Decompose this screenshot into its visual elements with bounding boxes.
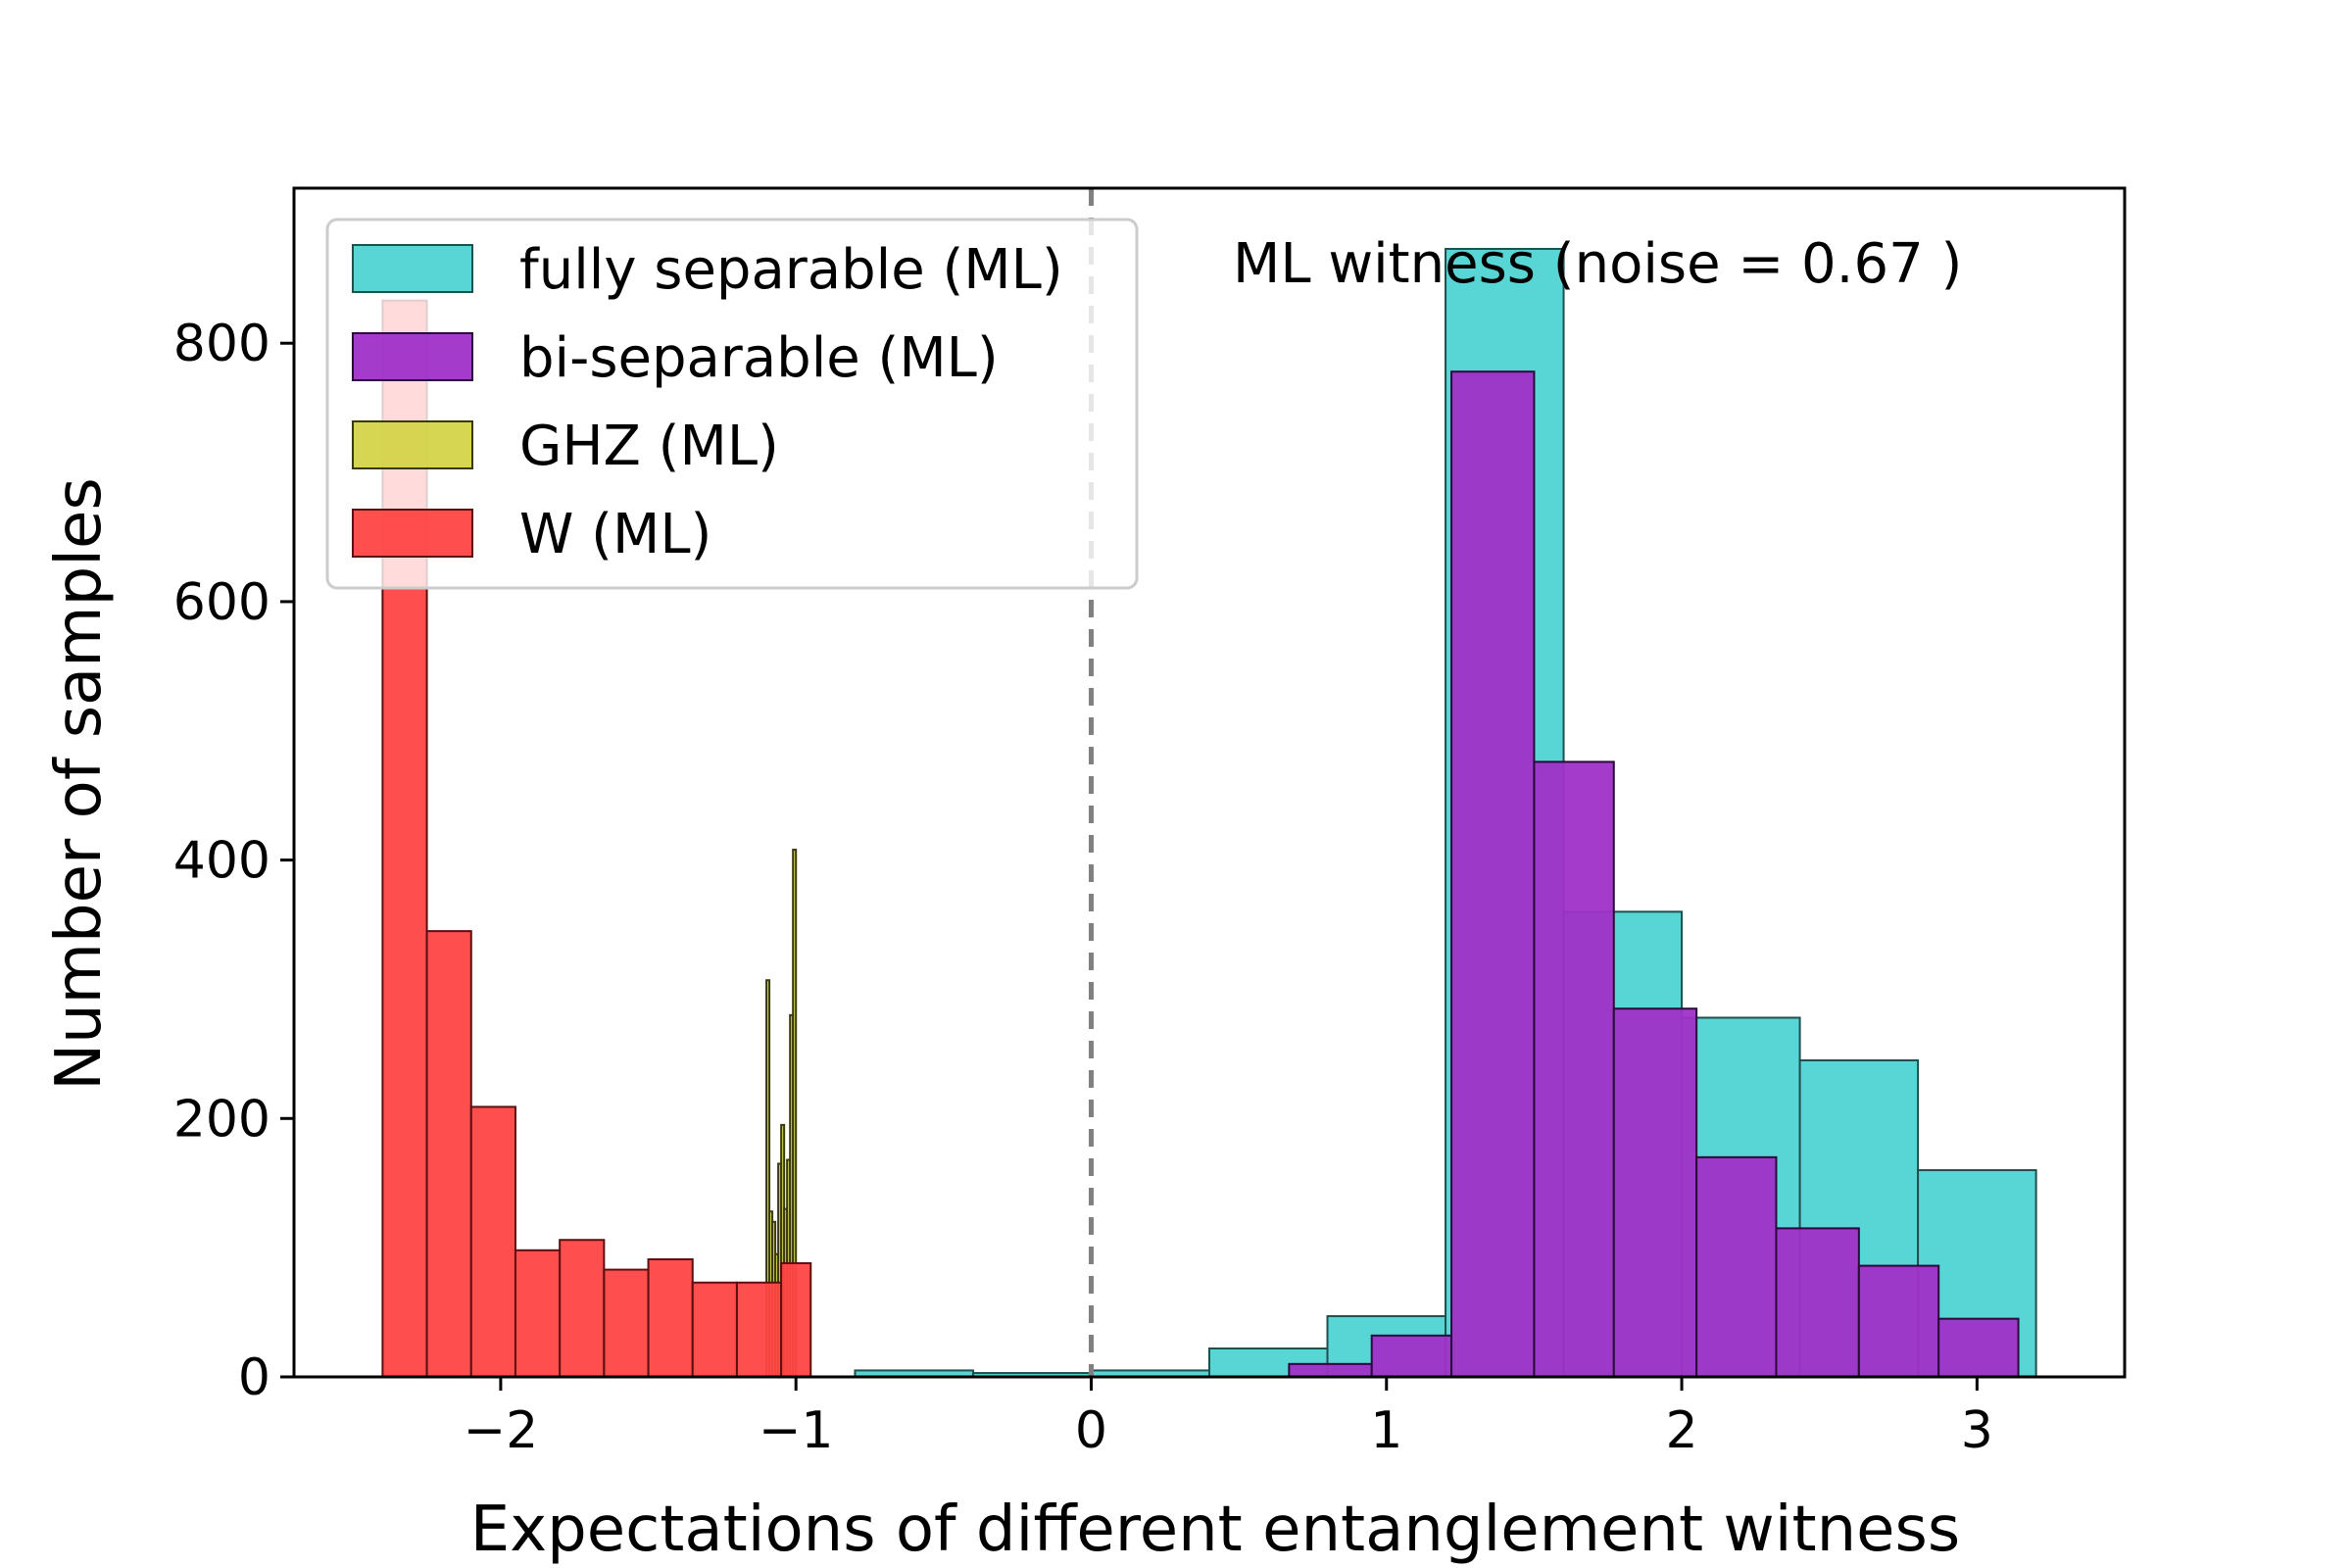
x-tick-label: −2 bbox=[464, 1401, 539, 1460]
plot-area-frame bbox=[292, 186, 2127, 1379]
histogram-bar-bi-separable-ml bbox=[1775, 1227, 1860, 1378]
x-tick-label: 1 bbox=[1370, 1401, 1402, 1460]
y-tick-label: 800 bbox=[173, 315, 270, 373]
legend-swatch-ghz-ml bbox=[352, 420, 473, 469]
legend-label-bi-separable-ml: bi-separable (ML) bbox=[519, 326, 999, 390]
histogram-bar-bi-separable-ml bbox=[1288, 1362, 1373, 1378]
histogram-bar-bi-separable-ml bbox=[1370, 1334, 1453, 1379]
histogram-bar-bi-separable-ml bbox=[1857, 1264, 1940, 1378]
histogram-bar-w-ml bbox=[647, 1258, 694, 1378]
histogram-bar-w-ml bbox=[780, 1261, 812, 1378]
legend-label-fully-separable-ml: fully separable (ML) bbox=[519, 238, 1063, 302]
histogram-bar-w-ml bbox=[559, 1239, 606, 1379]
histogram-bar-bi-separable-ml bbox=[1450, 370, 1536, 1379]
x-tick-label: 0 bbox=[1075, 1401, 1107, 1460]
y-tick-label: 600 bbox=[173, 573, 270, 632]
histogram-bar-bi-separable-ml bbox=[1533, 760, 1615, 1378]
y-tick-label: 400 bbox=[173, 832, 270, 891]
histogram-bar-w-ml bbox=[425, 930, 472, 1378]
histogram-bar-w-ml bbox=[603, 1268, 650, 1378]
legend-label-w-ml: W (ML) bbox=[519, 503, 711, 566]
histogram-bar-w-ml bbox=[735, 1281, 783, 1379]
histogram-bar-w-ml bbox=[691, 1281, 738, 1379]
histogram-bar-bi-separable-ml bbox=[1695, 1155, 1778, 1378]
legend-swatch-w-ml bbox=[352, 509, 473, 558]
legend-label-ghz-ml: GHZ (ML) bbox=[519, 415, 779, 478]
histogram-bar-bi-separable-ml bbox=[1937, 1317, 2020, 1378]
legend-frame bbox=[325, 218, 1139, 590]
x-axis-label: Expectations of different entanglement w… bbox=[470, 1494, 1960, 1566]
y-axis-ticks: 0 200 400 600 800 bbox=[173, 315, 294, 1407]
x-tick-label: −1 bbox=[759, 1401, 834, 1460]
x-tick-label: 2 bbox=[1666, 1401, 1698, 1460]
histogram-bar-bi-separable-ml bbox=[1612, 1007, 1698, 1378]
y-axis-label: Number of samples bbox=[43, 477, 116, 1091]
x-tick-label: 3 bbox=[1961, 1401, 1993, 1460]
legend-swatch-bi-separable-ml bbox=[352, 332, 473, 381]
y-tick-label: 0 bbox=[238, 1348, 270, 1407]
y-tick-label: 200 bbox=[173, 1090, 270, 1149]
x-axis-ticks: −2 −1 0 1 2 3 bbox=[464, 1377, 1993, 1460]
legend-swatch-fully-separable-ml bbox=[352, 244, 473, 293]
histogram-bar-w-ml bbox=[469, 1105, 516, 1378]
noise-annotation: ML witness (noise = 0.67 ) bbox=[1233, 232, 1962, 296]
histogram-bar-w-ml bbox=[514, 1249, 562, 1379]
legend: fully separable (ML) bi-separable (ML) GHZ… bbox=[325, 218, 1139, 590]
